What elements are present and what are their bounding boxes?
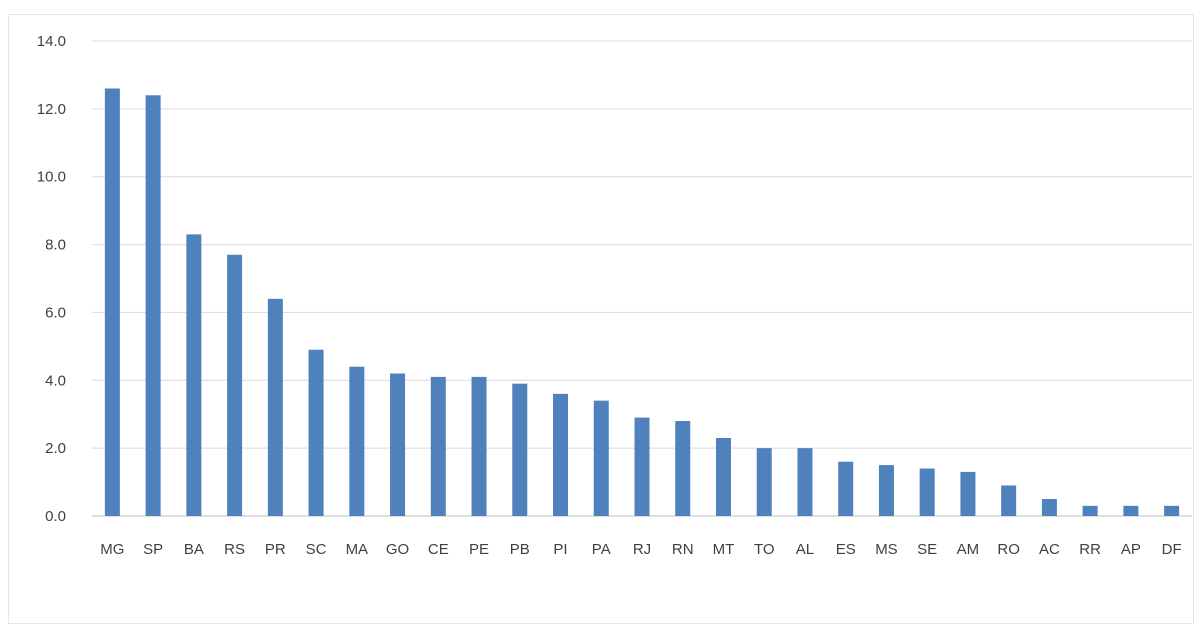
bar-rr (1082, 505, 1098, 516)
y-tick-label: 6.0 (45, 304, 66, 321)
bar-ma (349, 366, 365, 516)
x-tick-label-rj: RJ (633, 541, 651, 558)
bar-es (838, 461, 854, 516)
bar-pi (553, 393, 569, 516)
y-tick-label: 12.0 (37, 101, 66, 118)
bar-pr (267, 298, 283, 516)
x-tick-label-rs: RS (224, 541, 245, 558)
bar-to (756, 448, 772, 516)
chart-frame (8, 14, 1194, 624)
bar-rn (675, 421, 691, 516)
x-tick-label-ce: CE (428, 541, 449, 558)
bar-ce (430, 376, 446, 516)
y-axis-tick-labels: 0.0 2.0 4.0 6.0 8.0 10.0 12.0 14.0 (37, 33, 66, 525)
x-tick-label-pb: PB (510, 541, 530, 558)
bar-mg (104, 88, 120, 516)
x-tick-label-rr: RR (1079, 541, 1101, 558)
x-tick-label-mt: MT (713, 541, 735, 558)
x-tick-label-ro: RO (997, 541, 1020, 558)
x-axis-tick-labels: MG SP BA RS PR SC MA GO CE PE PB PI PA RJ RN MT TO AL ES MS… (100, 541, 1181, 558)
bar-ro (1001, 485, 1017, 516)
x-tick-label-ba: BA (184, 541, 204, 558)
bar-ap (1123, 505, 1139, 516)
x-tick-label-ms: MS (875, 541, 898, 558)
x-tick-label-to: TO (754, 541, 775, 558)
x-tick-label-am: AM (957, 541, 980, 558)
bars (104, 88, 1180, 517)
y-tick-label: 0.0 (45, 508, 66, 525)
x-tick-label-sc: SC (306, 541, 327, 558)
x-tick-label-rn: RN (672, 541, 694, 558)
bar-sp (145, 95, 161, 517)
bar-pe (471, 376, 487, 516)
bar-ac (1041, 499, 1057, 516)
bar-pb (512, 383, 528, 516)
bar-rs (227, 254, 243, 516)
bar-df (1164, 505, 1180, 516)
x-tick-label-ap: AP (1121, 541, 1141, 558)
bar-se (919, 468, 935, 516)
bar-ms (878, 465, 894, 516)
x-tick-label-pr: PR (265, 541, 286, 558)
y-tick-label: 2.0 (45, 440, 66, 457)
x-tick-label-pa: PA (592, 541, 611, 558)
x-tick-label-sp: SP (143, 541, 163, 558)
y-tick-label: 10.0 (37, 169, 66, 186)
x-tick-label-df: DF (1162, 541, 1182, 558)
x-tick-label-al: AL (796, 541, 814, 558)
y-tick-label: 8.0 (45, 237, 66, 254)
bar-sc (308, 349, 324, 516)
x-tick-label-pi: PI (553, 541, 567, 558)
x-tick-label-es: ES (836, 541, 856, 558)
bar-ba (186, 234, 202, 516)
bar-go (390, 373, 406, 516)
x-tick-label-ma: MA (346, 541, 369, 558)
bar-pa (593, 400, 609, 516)
x-tick-label-ac: AC (1039, 541, 1060, 558)
bar-al (797, 448, 813, 516)
x-tick-label-pe: PE (469, 541, 489, 558)
x-tick-label-se: SE (917, 541, 937, 558)
x-tick-label-go: GO (386, 541, 409, 558)
bar-mt (715, 437, 731, 516)
y-tick-label: 14.0 (37, 33, 66, 50)
y-tick-label: 4.0 (45, 372, 66, 389)
bar-am (960, 471, 976, 516)
bar-rj (634, 417, 650, 516)
x-tick-label-mg: MG (100, 541, 124, 558)
